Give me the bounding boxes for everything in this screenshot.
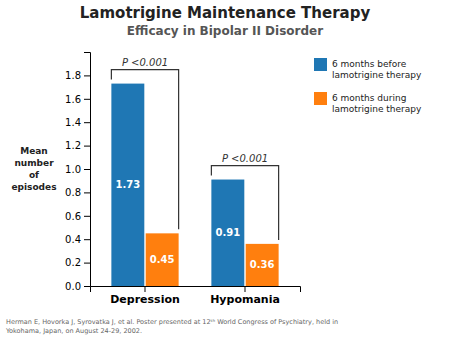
- y-axis-title: Mean number of episodes: [11, 146, 56, 192]
- y-tick: 0.6: [65, 211, 90, 222]
- y-axis: 0.0 0.2 0.4 0.6 0.8 1.0 1.2 1.4 1.6 1.8: [65, 53, 90, 292]
- y-tick-label: 0.8: [65, 187, 81, 198]
- legend-entry: 6 months duringlamotrigine therapy: [332, 93, 422, 114]
- y-tick-mark: [84, 216, 90, 217]
- y-tick: 0.2: [65, 257, 90, 268]
- y-tick: 1.4: [65, 117, 90, 128]
- data-label: 0.91: [215, 227, 240, 238]
- y-tick-mark: [84, 169, 90, 170]
- y-tick: 0.0: [65, 281, 90, 292]
- y-tick-mark: [84, 192, 90, 193]
- subtitle: Efficacy in Bipolar II Disorder: [127, 24, 323, 38]
- annotations: P <0.001 P <0.001: [111, 57, 278, 240]
- y-axis-title-line: of: [29, 170, 39, 180]
- y-tick-mark: [84, 146, 90, 147]
- bar: [246, 244, 279, 286]
- chart: Lamotrigine Maintenance Therapy Efficacy …: [0, 0, 450, 338]
- data-label: 0.45: [150, 254, 175, 265]
- y-tick-label: 1.4: [65, 117, 81, 128]
- y-tick-label: 1.6: [65, 94, 81, 105]
- annotation: P <0.001: [222, 153, 268, 164]
- footnote: Herman E, Hovorka J, Syrovatka J, et al.…: [5, 318, 338, 335]
- y-tick-label: 0.0: [65, 281, 81, 292]
- legend: 6 months beforelamotrigine therapy6 mont…: [314, 58, 422, 114]
- legend-swatch: [314, 58, 327, 71]
- y-tick-label: 0.2: [65, 257, 81, 268]
- y-tick-label: 0.4: [65, 234, 81, 245]
- y-tick-label: 1.2: [65, 140, 81, 151]
- y-axis-title-line: number: [14, 158, 54, 168]
- x-axis: Depression Hypomania: [91, 286, 301, 306]
- legend-entry-line: lamotrigine therapy: [332, 70, 422, 80]
- y-tick: 1.2: [65, 140, 90, 151]
- y-axis-title-line: Mean: [20, 146, 48, 156]
- y-tick-label: 1.8: [65, 70, 81, 81]
- legend-swatch: [314, 92, 327, 105]
- data-label: 1.73: [115, 179, 140, 190]
- x-tick: Depression: [110, 286, 180, 306]
- legend-entry-line: lamotrigine therapy: [332, 104, 422, 114]
- y-axis-title-line: episodes: [11, 182, 56, 192]
- bar: [211, 180, 244, 286]
- p-bracket: [211, 166, 278, 240]
- y-tick-mark: [84, 239, 90, 240]
- bars: [111, 84, 278, 286]
- y-tick: 0.4: [65, 234, 90, 245]
- y-tick-mark: [84, 99, 90, 100]
- x-tick: Hypomania: [210, 286, 280, 306]
- title: Lamotrigine Maintenance Therapy: [80, 4, 371, 22]
- y-tick: 1.0: [65, 164, 90, 175]
- legend-entry-line: 6 months during: [332, 93, 406, 103]
- y-tick-mark: [84, 263, 90, 264]
- x-tick-mark: [245, 286, 246, 292]
- x-tick-label: Hypomania: [210, 293, 280, 306]
- y-tick-label: 1.0: [65, 164, 81, 175]
- y-tick: 1.8: [65, 70, 90, 81]
- legend-entry: 6 months beforelamotrigine therapy: [332, 59, 422, 80]
- bar: [146, 233, 179, 286]
- footnote-line: Herman E, Hovorka J, Syrovatka J, et al.…: [6, 318, 338, 326]
- bar: [111, 84, 144, 286]
- legend-entry-line: 6 months before: [332, 59, 407, 69]
- y-tick: 0.8: [65, 187, 90, 198]
- data-labels: 1.73 0.91 0.45 0.36: [115, 179, 274, 270]
- y-tick-mark: [84, 122, 90, 123]
- footnote-line: Yokohama, Japan, on August 24-29, 2002.: [5, 327, 142, 335]
- y-tick-label: 0.6: [65, 211, 81, 222]
- y-tick-mark: [84, 286, 90, 287]
- y-tick-mark: [84, 75, 90, 76]
- y-axis-line: [84, 53, 91, 287]
- plot: 1.730.910.450.36P <0.001P <0.0010.00.20.…: [65, 53, 300, 306]
- x-axis-line: [91, 287, 301, 293]
- data-label: 0.36: [250, 259, 275, 270]
- x-tick-label: Depression: [110, 293, 180, 306]
- y-tick: 1.6: [65, 94, 90, 105]
- annotation: P <0.001: [122, 57, 168, 68]
- x-tick-mark: [145, 286, 146, 292]
- p-bracket: [111, 70, 178, 230]
